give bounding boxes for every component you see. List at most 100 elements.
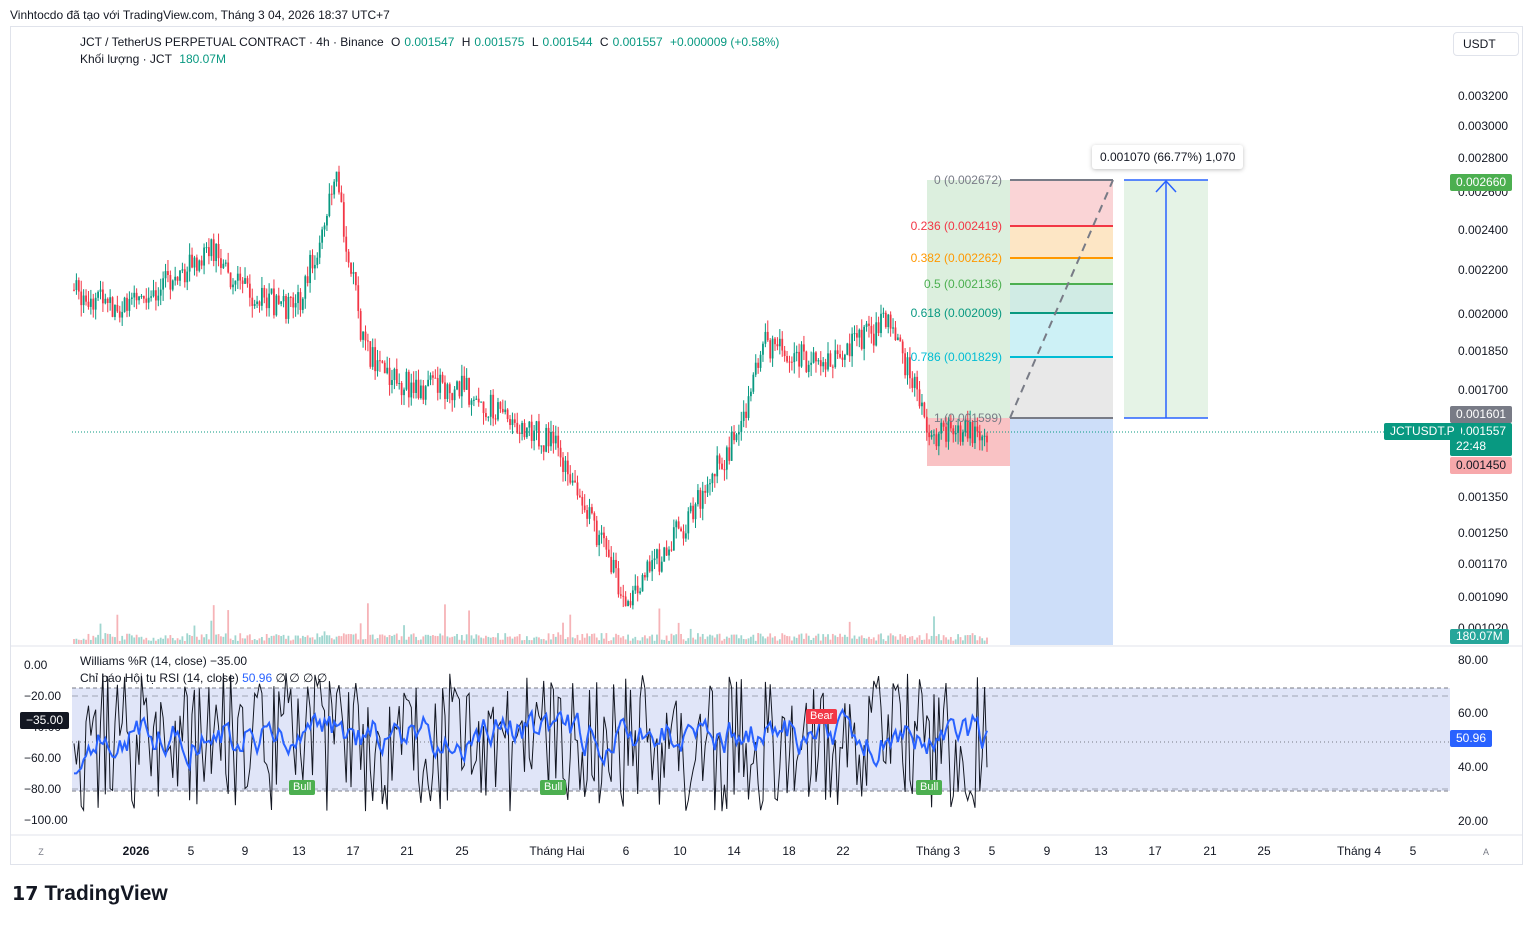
fib-label: 1 (0.001599) — [933, 411, 1002, 425]
volume-bar — [610, 640, 613, 644]
candle-body — [598, 534, 601, 546]
volume-bar — [104, 633, 107, 644]
candle-body — [313, 264, 316, 269]
volume-bar — [227, 610, 230, 644]
candle-body — [824, 362, 827, 370]
volume-bar — [376, 638, 379, 644]
candle-body — [448, 384, 451, 394]
wr-title[interactable]: Williams %R (14, close) — [80, 654, 207, 668]
candle-body — [856, 333, 858, 338]
candle-body — [362, 331, 364, 340]
currency-button[interactable]: USDT — [1453, 32, 1519, 56]
volume-bar — [863, 638, 866, 644]
candle-body — [759, 354, 762, 368]
wr-value: −35.00 — [210, 654, 248, 668]
fib-zone-5 — [1010, 357, 1113, 418]
price-axis-label: 0.001170 — [1458, 557, 1508, 571]
volume-bar — [485, 635, 487, 644]
rsi-title[interactable]: Chỉ báo Hội tụ RSI (14, close) — [80, 671, 239, 685]
williams-r-line[interactable] — [73, 673, 988, 812]
candle-body — [102, 289, 104, 304]
symbol-title[interactable]: JCT / TetherUS PERPETUAL CONTRACT · 4h ·… — [80, 35, 384, 49]
candle-body — [268, 293, 271, 309]
candle-body — [595, 520, 598, 546]
volume-bar — [949, 636, 952, 644]
volume-bar — [971, 633, 974, 644]
candle-body — [928, 432, 931, 438]
candle-body — [562, 457, 564, 473]
volume-bar — [976, 640, 979, 644]
candle-body — [540, 445, 543, 447]
candle-body — [848, 343, 851, 357]
volume-bar — [627, 634, 629, 644]
volume-bar — [203, 637, 205, 644]
time-axis-label: 13 — [292, 844, 306, 858]
volume-bar — [297, 635, 299, 644]
volume-bar — [159, 637, 162, 644]
tradingview-logo[interactable]: 𝟭𝟳 TradingView — [12, 882, 168, 905]
volume-bar — [639, 640, 642, 644]
candle-body — [282, 295, 285, 302]
candle-body — [198, 260, 201, 271]
rsi-line[interactable] — [74, 707, 988, 775]
time-axis-label: 18 — [782, 844, 796, 858]
candle-body — [424, 386, 427, 400]
candle-body — [477, 398, 480, 403]
volume-bar — [851, 638, 853, 644]
candle-body — [530, 421, 533, 441]
fib-trend-line[interactable] — [1009, 179, 1114, 419]
candle-body — [564, 460, 567, 473]
volume-bar — [395, 633, 398, 644]
fib-label: 0.5 (0.002136) — [923, 277, 1002, 291]
volume-bar — [550, 639, 552, 644]
candle-body — [735, 434, 738, 441]
auto-scale-button[interactable]: A — [1482, 847, 1489, 857]
candle-body — [581, 496, 584, 506]
volume-bar — [786, 635, 788, 644]
candle-body — [241, 280, 244, 284]
candle-body — [463, 375, 466, 390]
volume-bar — [651, 634, 654, 644]
price-axis-label: 0.002000 — [1458, 307, 1509, 321]
candle-body — [841, 357, 844, 360]
volume-bar — [730, 634, 733, 644]
candle-body — [940, 422, 943, 434]
volume-bar — [892, 635, 894, 644]
candle-body — [781, 338, 784, 351]
change-value: +0.000009 (+0.58%) — [670, 35, 780, 49]
volume-bar — [856, 638, 858, 644]
candle-body — [179, 270, 181, 281]
volume-bar — [875, 640, 878, 644]
candle-body — [636, 585, 639, 594]
candle-body — [689, 505, 692, 512]
candle-body — [222, 263, 225, 268]
measure-arrow-head — [1155, 179, 1177, 193]
candle-body — [246, 278, 249, 284]
volume-bar — [754, 640, 757, 644]
candle-body — [745, 411, 748, 418]
log-scale-button[interactable]: Z — [38, 847, 44, 857]
candle-body — [470, 400, 473, 405]
candle-body — [644, 575, 646, 578]
volume-bar — [718, 633, 721, 644]
candle-body — [215, 243, 218, 262]
volume-bar — [834, 635, 837, 644]
volume-bar — [776, 640, 779, 644]
volume-bar — [147, 640, 150, 644]
volume-label[interactable]: Khối lượng · JCT — [80, 52, 172, 66]
volume-bar — [981, 638, 984, 644]
volume-bar — [258, 638, 261, 644]
candle-body — [155, 290, 157, 301]
volume-bar — [680, 633, 682, 644]
candle-body — [737, 432, 740, 435]
rsi-value: 50.96 — [242, 671, 273, 685]
volume-bar — [362, 639, 364, 644]
volume-bar — [171, 637, 174, 644]
candle-body — [494, 418, 497, 420]
candle-body — [800, 344, 803, 367]
candle-body — [111, 297, 114, 317]
candle-body — [815, 352, 817, 362]
candle-body — [309, 254, 311, 284]
candle-body — [694, 504, 697, 520]
